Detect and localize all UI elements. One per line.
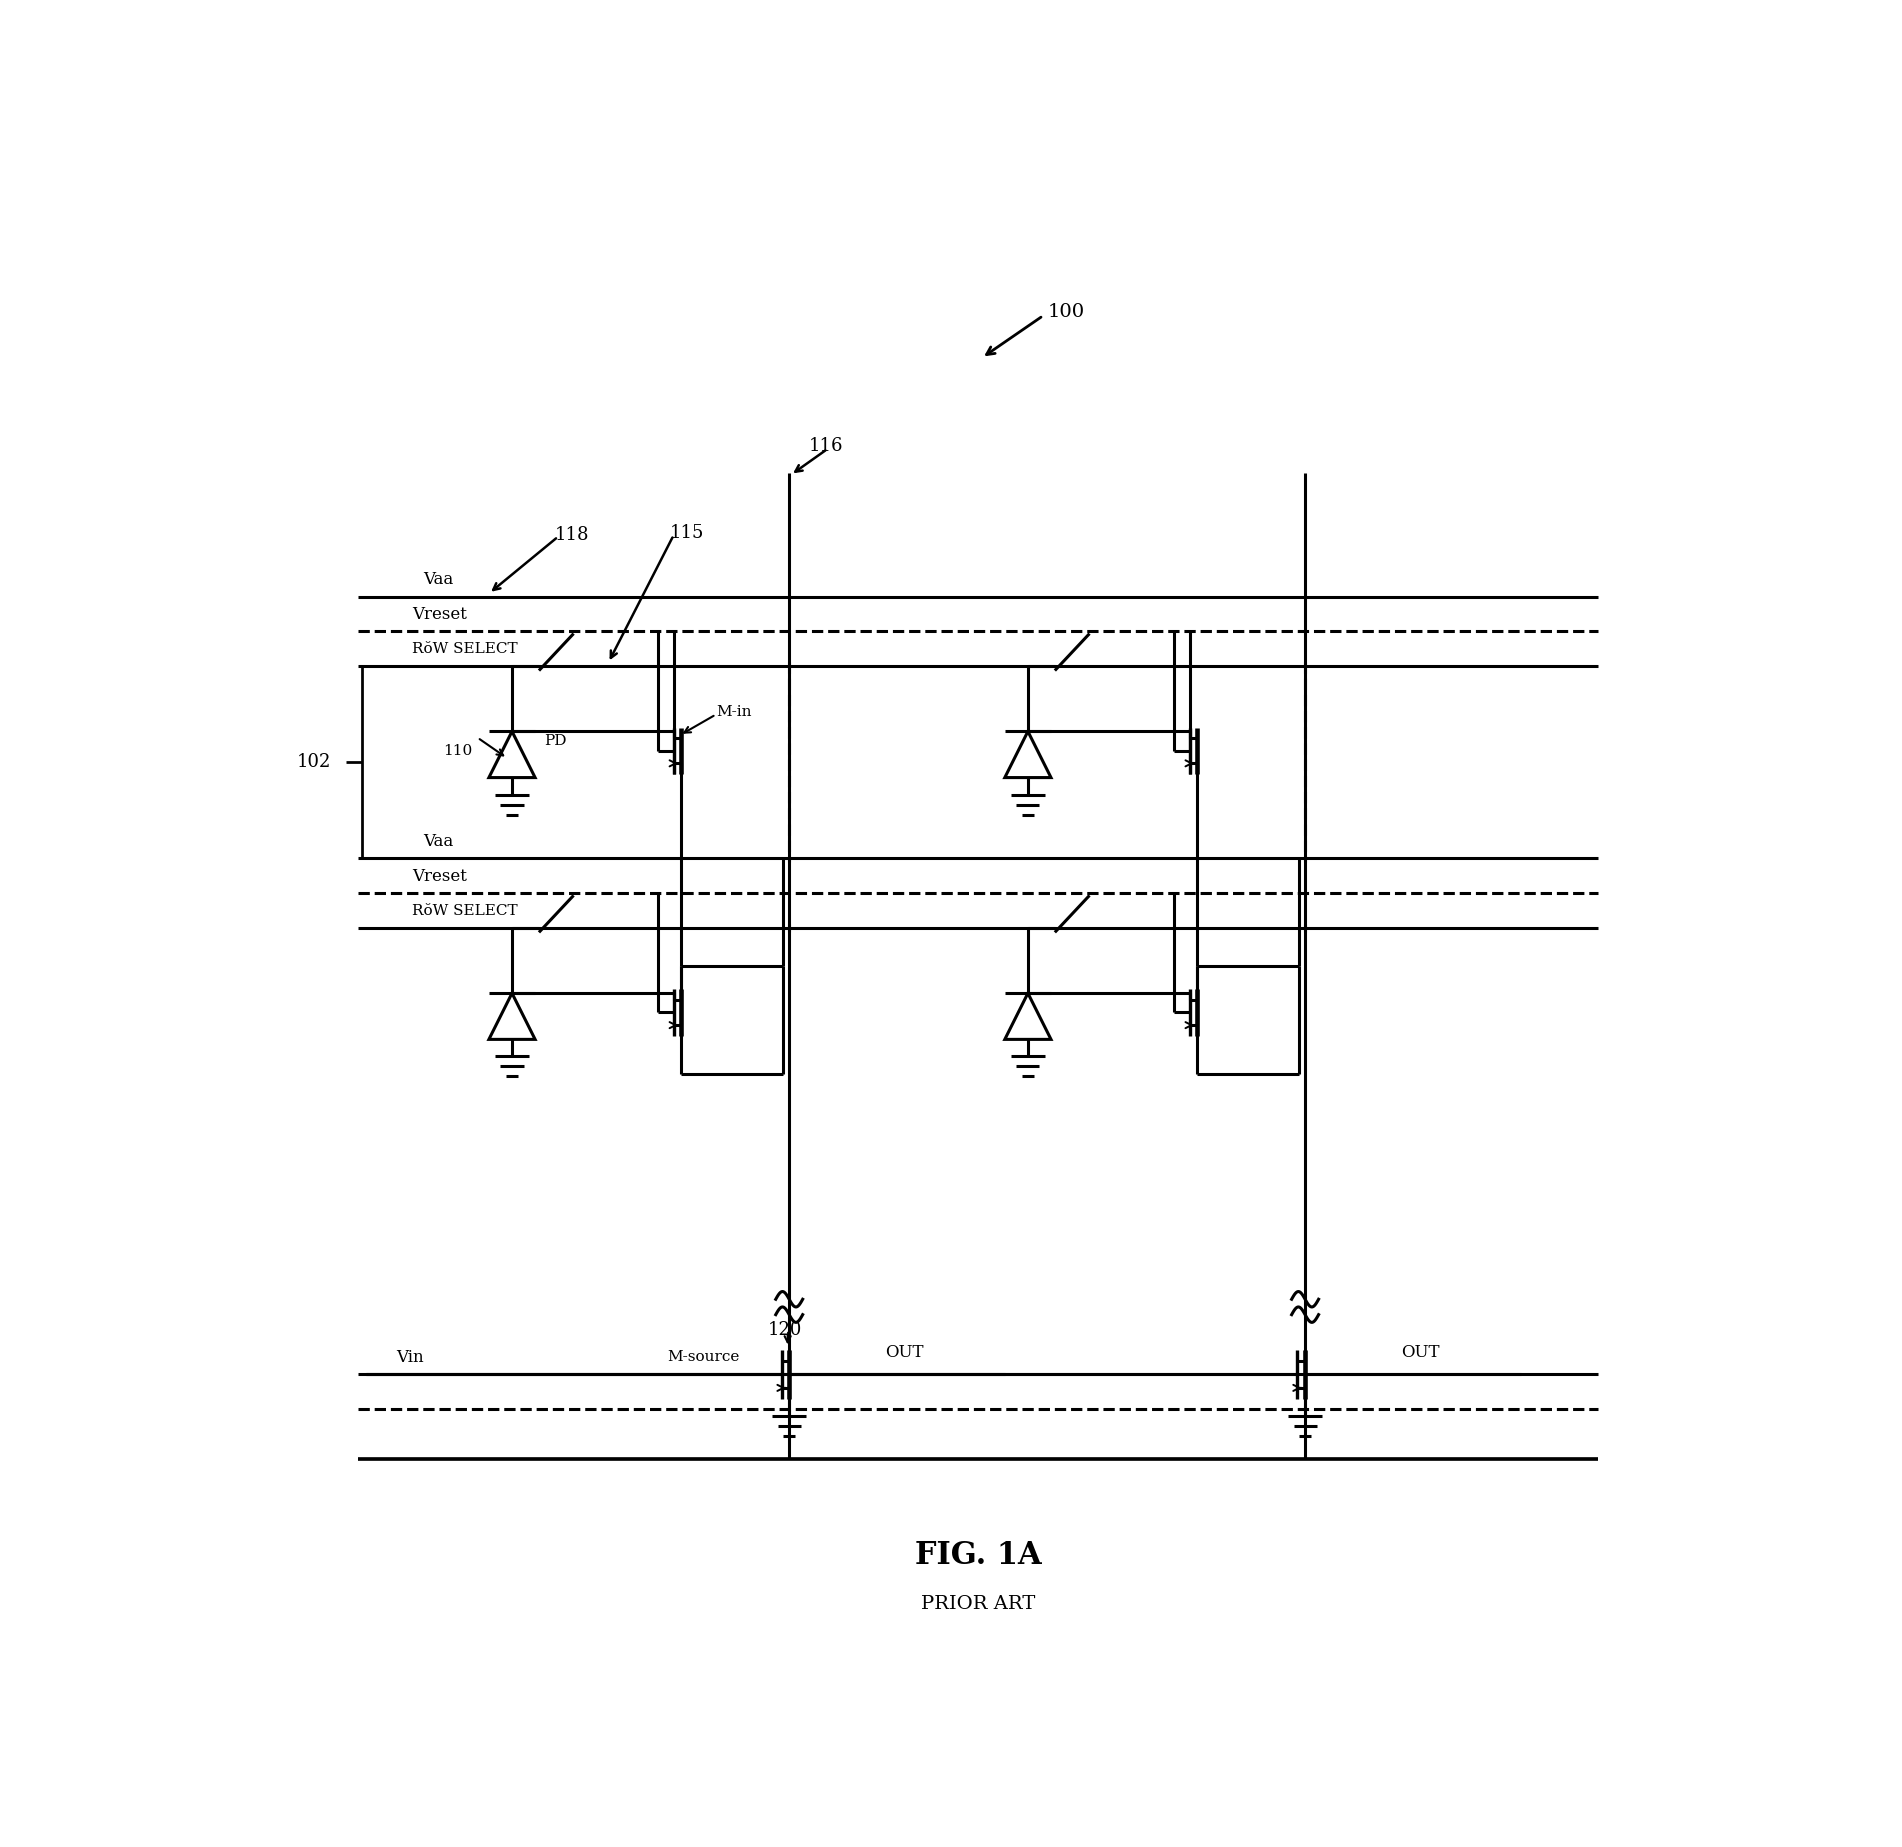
Text: 102: 102 xyxy=(297,754,331,772)
Text: 115: 115 xyxy=(670,525,704,543)
Text: RŏW SELECT: RŏW SELECT xyxy=(413,643,517,656)
Text: M-source: M-source xyxy=(668,1350,740,1365)
Text: Vin: Vin xyxy=(396,1348,424,1367)
Text: OUT: OUT xyxy=(1402,1345,1440,1361)
Text: 116: 116 xyxy=(808,438,843,456)
Text: 110: 110 xyxy=(443,744,472,757)
Text: RŏW SELECT: RŏW SELECT xyxy=(413,903,517,918)
Text: Vreset: Vreset xyxy=(413,606,466,622)
Text: Vaa: Vaa xyxy=(424,571,455,587)
Text: Vaa: Vaa xyxy=(424,833,455,850)
Text: M-in: M-in xyxy=(715,706,751,718)
Text: OUT: OUT xyxy=(886,1345,924,1361)
Text: PD: PD xyxy=(544,733,567,748)
Text: PRIOR ART: PRIOR ART xyxy=(921,1594,1035,1612)
Text: 120: 120 xyxy=(768,1321,803,1339)
Text: 100: 100 xyxy=(1048,303,1084,321)
Text: FIG. 1A: FIG. 1A xyxy=(915,1540,1040,1570)
Text: Vreset: Vreset xyxy=(413,868,466,885)
Text: 118: 118 xyxy=(553,526,590,545)
